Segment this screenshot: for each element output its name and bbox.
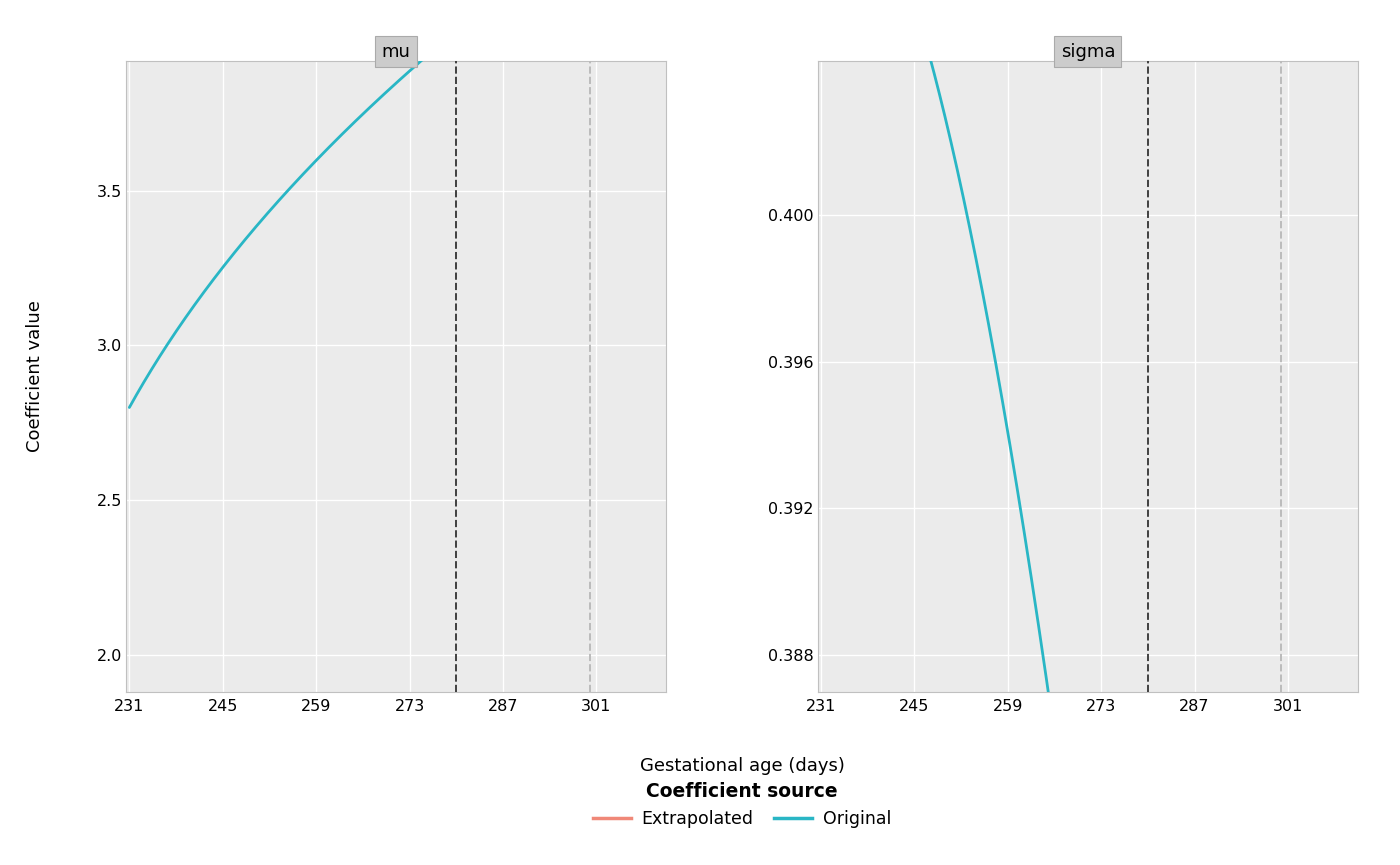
- Text: Coefficient value: Coefficient value: [27, 300, 43, 452]
- Text: Gestational age (days): Gestational age (days): [640, 757, 844, 774]
- Legend: Extrapolated, Original: Extrapolated, Original: [585, 775, 899, 835]
- Title: sigma: sigma: [1061, 42, 1114, 61]
- Title: mu: mu: [382, 42, 410, 61]
